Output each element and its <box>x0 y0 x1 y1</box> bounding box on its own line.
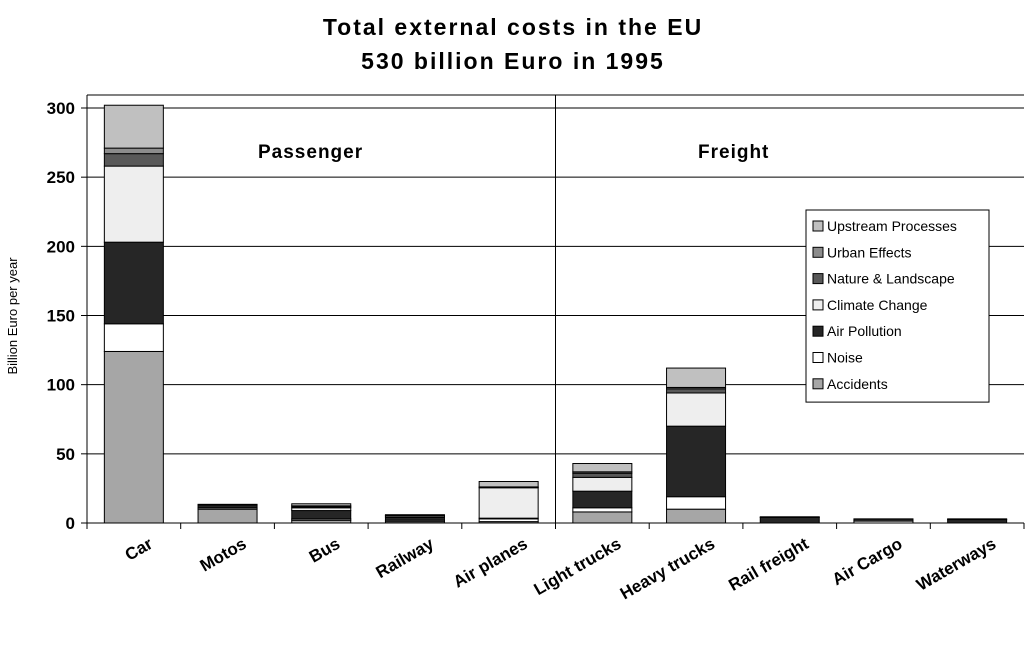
x-tick-label: Heavy trucks <box>617 534 718 603</box>
bar-segment <box>666 367 727 388</box>
legend: Upstream Processes Urban Effects Nature & … <box>805 209 990 403</box>
bar-segment <box>291 510 352 520</box>
bar-segment <box>666 392 727 427</box>
bar-segment <box>947 519 1008 524</box>
bar-segment <box>759 516 820 524</box>
chart-title: Total external costs in the EU 530 billi… <box>0 10 1026 78</box>
bar-segment <box>666 425 727 498</box>
bar-segment <box>478 487 539 519</box>
chart-subtitle: 530 billion Euro in 1995 <box>361 48 665 74</box>
bar-stack <box>291 503 352 524</box>
x-tick-label: Rail freight <box>725 534 812 595</box>
axes <box>81 94 1025 529</box>
annotation-freight: Freight <box>698 142 769 163</box>
y-tick-label: 200 <box>47 237 75 256</box>
bars <box>103 104 1008 524</box>
bar-segment <box>572 490 633 509</box>
bar-segment <box>572 511 633 524</box>
bar-segment <box>947 518 1008 521</box>
legend-label: Urban Effects <box>827 244 912 260</box>
legend-swatch <box>812 325 824 337</box>
bar-segment <box>572 507 633 513</box>
y-tick-label: 0 <box>66 514 75 533</box>
legend-swatch <box>812 220 824 232</box>
bar-segment <box>103 147 164 155</box>
y-axis-label: Billion Euro per year <box>5 257 20 375</box>
legend-label: Upstream Processes <box>827 218 957 234</box>
bar-segment <box>478 481 539 488</box>
bar-segment <box>666 388 727 394</box>
bar-segment <box>666 508 727 524</box>
legend-swatch <box>812 299 824 311</box>
legend-swatch <box>812 378 824 390</box>
x-tick-label: Railway <box>373 534 438 582</box>
x-tick-label: Waterways <box>913 534 999 595</box>
bar-segment <box>384 514 445 516</box>
bar-segment <box>197 503 258 506</box>
bar-segment <box>103 323 164 352</box>
x-tick-label: Motos <box>197 534 250 575</box>
bar-segment <box>759 516 820 518</box>
bar-stack <box>384 514 445 524</box>
y-tick-label: 100 <box>47 376 75 395</box>
bar-segment <box>103 165 164 243</box>
bar-segment <box>103 350 164 524</box>
legend-box <box>805 209 990 403</box>
x-tick-label: Bus <box>306 534 343 567</box>
legend-label: Nature & Landscape <box>827 271 955 287</box>
legend-swatch <box>812 273 824 285</box>
y-tick-label: 50 <box>56 445 75 464</box>
bar-stack <box>103 104 164 524</box>
y-tick-labels: 0 50 100 150 200 250 300 <box>47 99 75 533</box>
bar-stack <box>947 518 1008 524</box>
bar-stack <box>759 516 820 524</box>
x-tick-label: Light trucks <box>531 534 625 599</box>
bar-segment <box>666 496 727 510</box>
legend-swatch <box>812 246 824 258</box>
bar-segment <box>572 476 633 492</box>
bar-stack <box>572 463 633 524</box>
bar-segment <box>291 503 352 507</box>
legend-label: Noise <box>827 350 863 366</box>
bar-stack <box>197 503 258 524</box>
x-tick-labels: Car Motos Bus Railway Air planes Light trucks… <box>122 534 999 604</box>
bar-stack <box>666 367 727 524</box>
chart-title-line1: Total external costs in the EU <box>322 14 704 40</box>
legend-swatch <box>812 352 824 363</box>
bar-stack <box>478 481 539 524</box>
bar-segment <box>572 472 633 478</box>
x-tick-label: Air planes <box>450 534 531 592</box>
legend-label: Accidents <box>827 376 888 392</box>
y-tick-label: 250 <box>47 168 75 187</box>
x-tick-label: Car <box>122 534 156 565</box>
y-tick-label: 300 <box>47 99 75 118</box>
y-tick-label: 150 <box>47 307 75 326</box>
legend-label: Air Pollution <box>827 323 902 339</box>
bar-segment <box>103 104 164 149</box>
x-tick-label: Air Cargo <box>829 534 906 589</box>
bar-segment <box>197 508 258 524</box>
bar-segment <box>103 153 164 167</box>
annotation-passenger: Passenger <box>258 142 363 163</box>
bar-segment <box>572 463 633 473</box>
bar-stack <box>853 518 914 524</box>
bar-segment <box>103 241 164 325</box>
bar-segment <box>853 518 914 520</box>
legend-label: Climate Change <box>827 297 928 313</box>
